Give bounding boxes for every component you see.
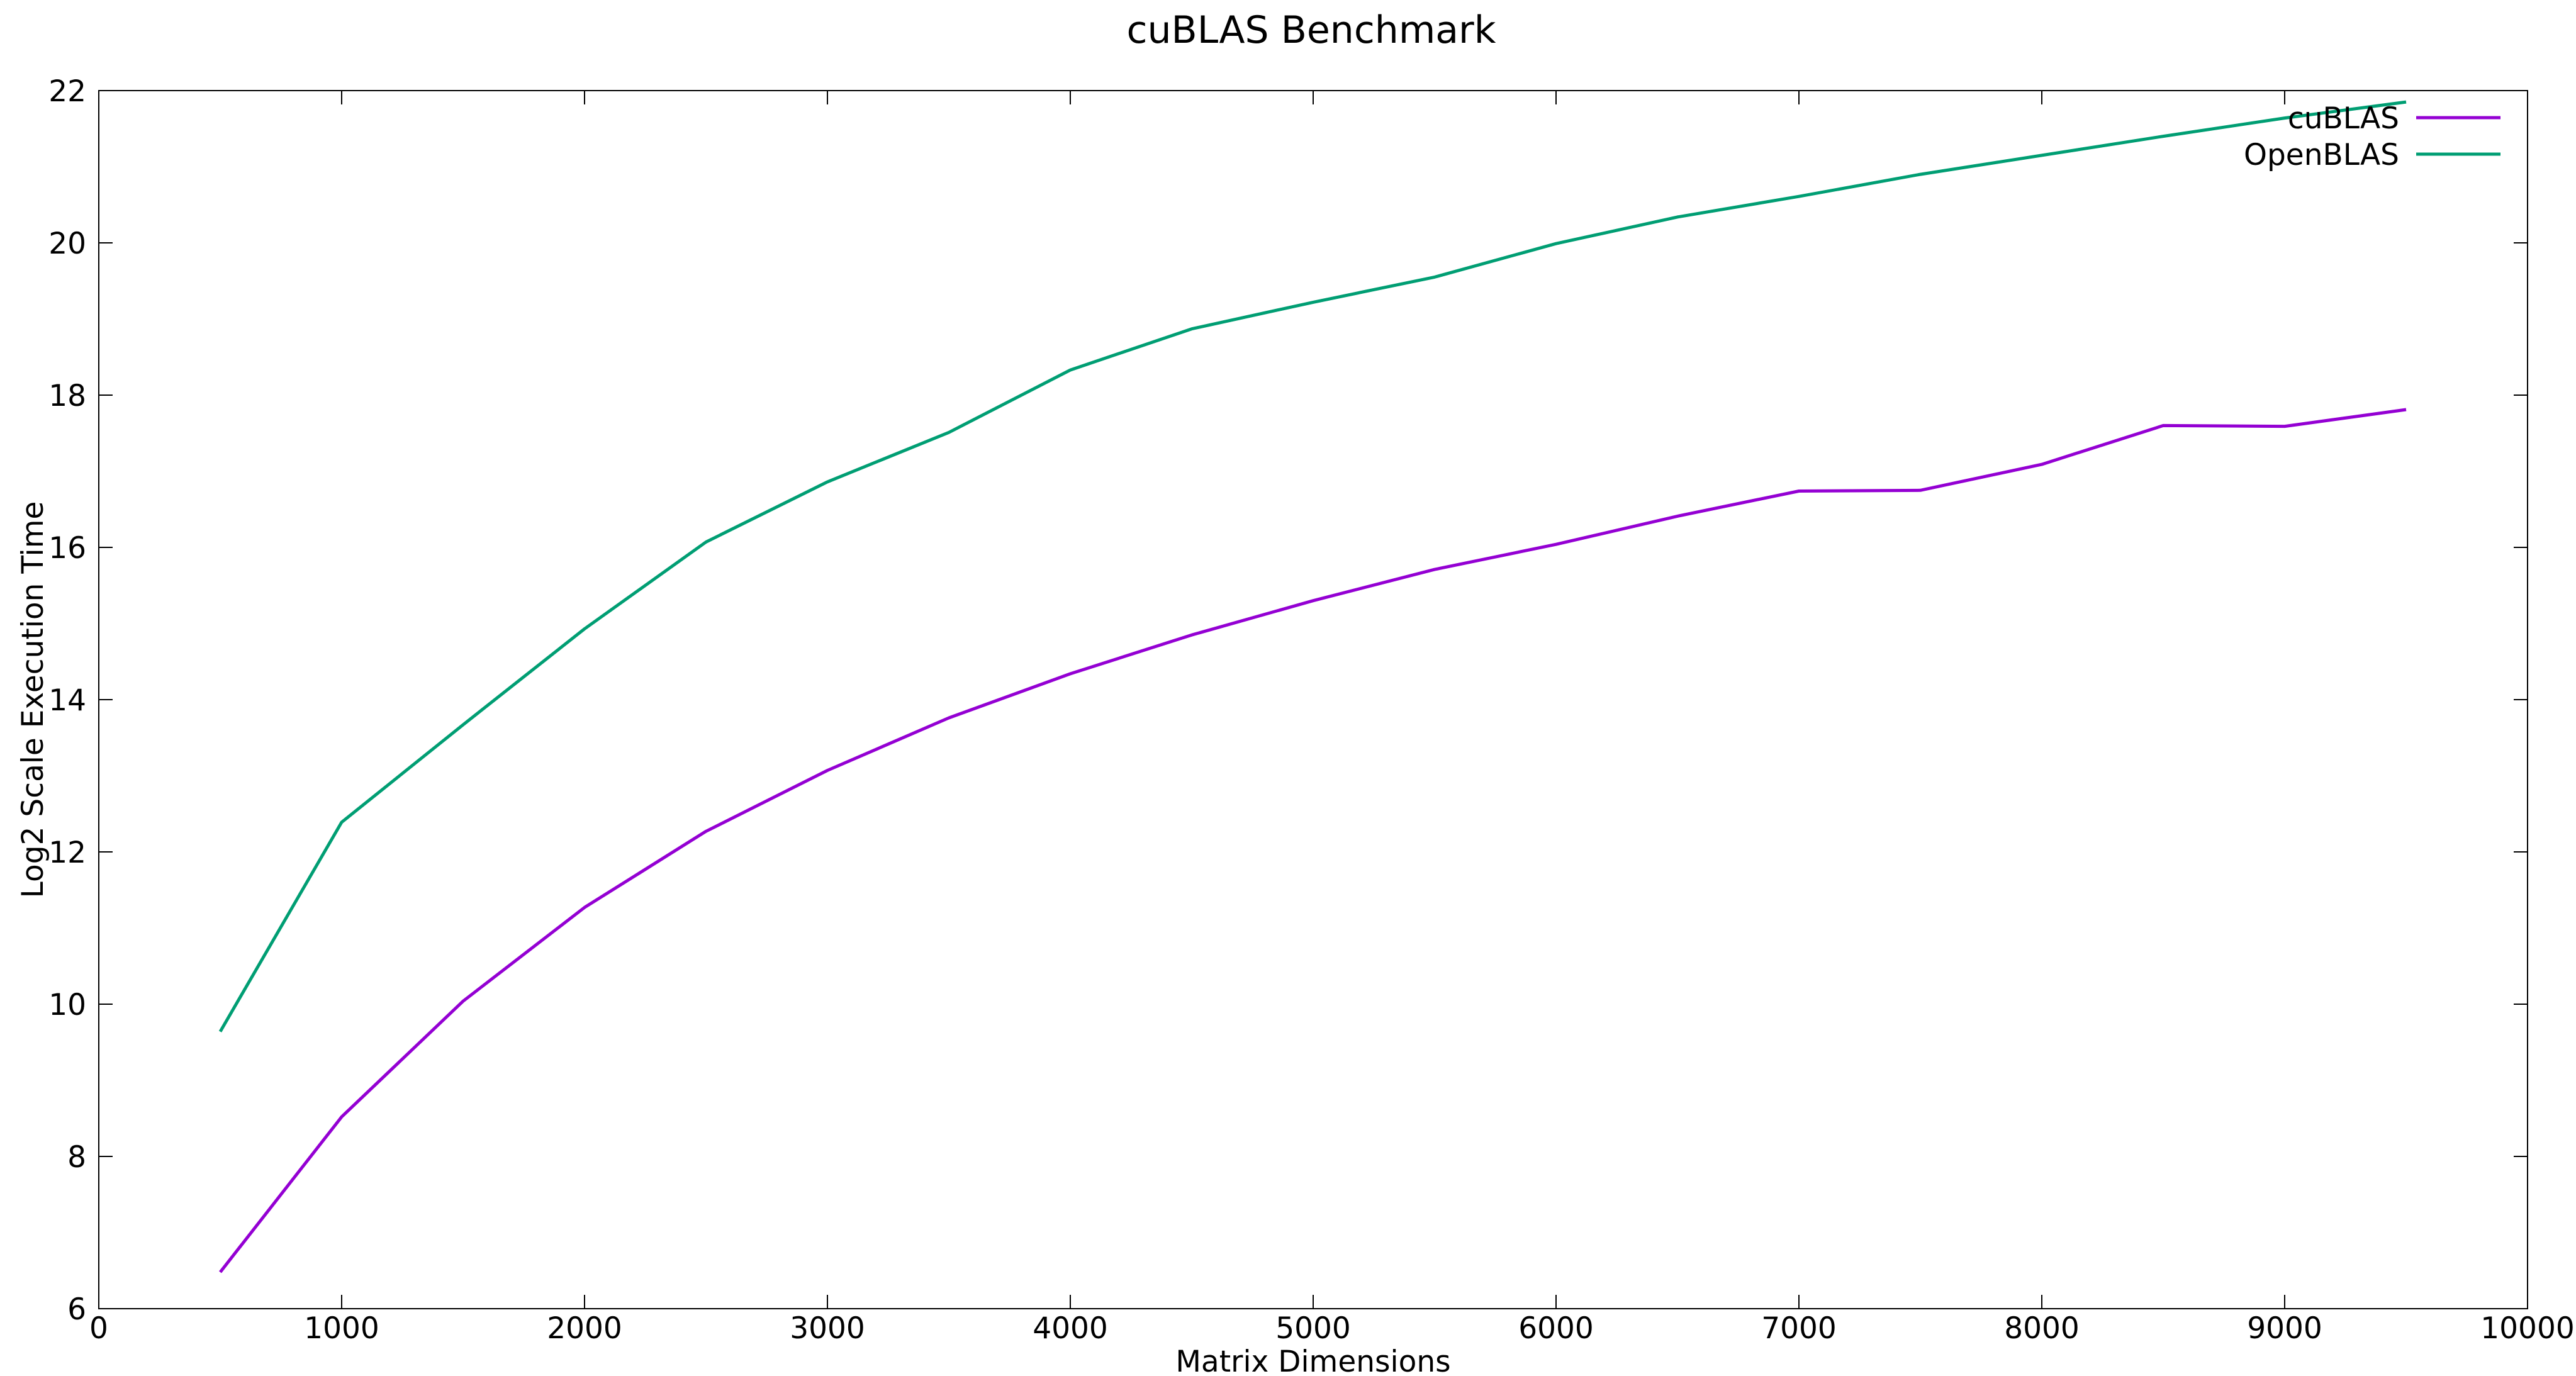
x-tick-label: 1000: [304, 1311, 379, 1346]
y-axis-label: Log2 Scale Execution Time: [16, 501, 50, 898]
series-line-cublas: [219, 408, 2407, 1273]
x-tick-label: 6000: [1518, 1311, 1594, 1346]
y-tick-label: 8: [67, 1140, 86, 1175]
y-tick-label: 18: [48, 379, 86, 413]
x-tick-label: 3000: [790, 1311, 865, 1346]
y-tick-label: 12: [48, 836, 86, 870]
series-lines: [218, 100, 2407, 1273]
x-axis-label: Matrix Dimensions: [1175, 1345, 1450, 1376]
y-axis-ticks: 6 8 10 12 14 16 18 20 22: [48, 74, 2528, 1327]
x-tick-label: 0: [89, 1311, 108, 1346]
y-tick-label: 22: [48, 74, 86, 109]
x-tick-label: 4000: [1033, 1311, 1108, 1346]
legend-label-cublas: cuBLAS: [2288, 101, 2399, 136]
y-tick-label: 16: [48, 531, 86, 566]
x-tick-label: 8000: [2004, 1311, 2080, 1346]
x-tick-label: 10000: [2480, 1311, 2575, 1346]
x-tick-label: 5000: [1275, 1311, 1351, 1346]
y-tick-label: 14: [48, 683, 86, 718]
chart-title: cuBLAS Benchmark: [1127, 8, 1496, 52]
y-tick-label: 10: [48, 988, 86, 1022]
x-tick-label: 2000: [547, 1311, 622, 1346]
x-axis-ticks: 0 1000 2000 3000 4000 5000 6000 7000 8000 9000 100…: [89, 91, 2575, 1346]
series-line-openblas: [218, 100, 2407, 1032]
x-tick-label: 7000: [1761, 1311, 1837, 1346]
legend-label-openblas: OpenBLAS: [2244, 138, 2399, 172]
y-tick-label: 6: [67, 1292, 86, 1327]
x-tick-label: 9000: [2247, 1311, 2322, 1346]
y-tick-label: 20: [48, 227, 86, 261]
